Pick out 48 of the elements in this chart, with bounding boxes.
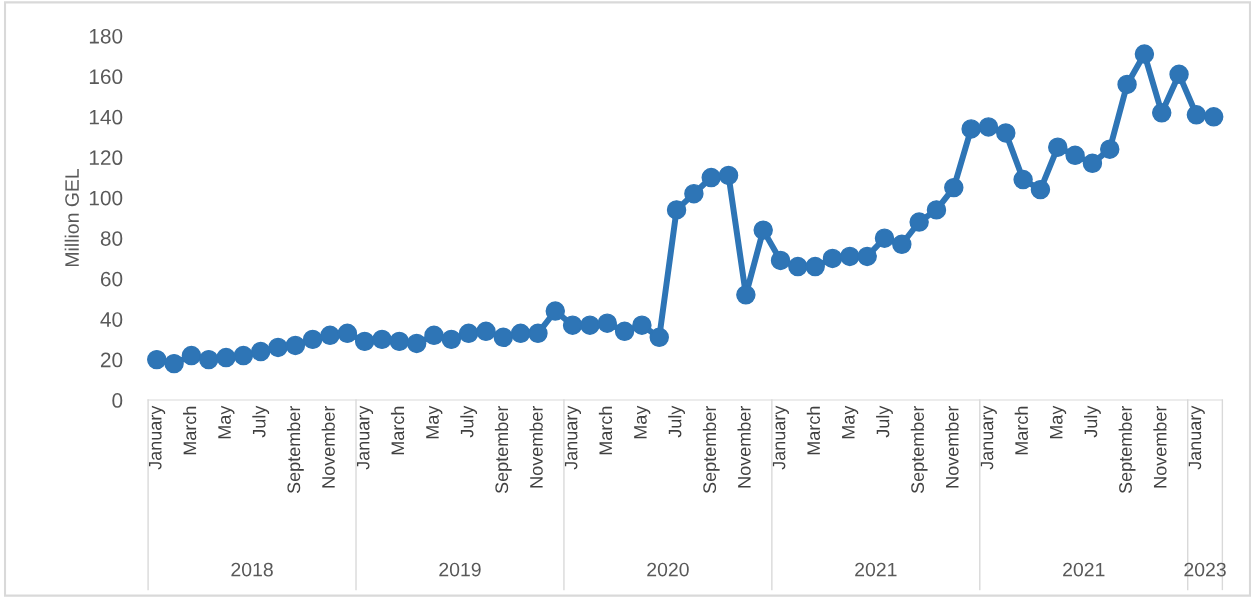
x-tick-label: May (218, 405, 235, 439)
x-tick-label: November (737, 405, 751, 488)
y-tick-label: 40 (100, 312, 123, 327)
x-tick-label: May (842, 405, 859, 439)
x-tick-label: March (806, 406, 821, 455)
x-tick-label: January (980, 405, 997, 470)
x-tick-label: May (634, 405, 651, 439)
x-tick-label: November (529, 405, 543, 488)
y-tick-label: 160 (89, 69, 123, 85)
y-axis-title: Million GEL (64, 168, 79, 267)
x-tick-label: July (252, 405, 270, 438)
x-tick-label: May (426, 405, 443, 439)
x-tick-label: November (945, 405, 959, 488)
x-tick-label: July (668, 405, 685, 438)
y-tick-label: 140 (89, 109, 123, 125)
x-tick-label: January (564, 405, 582, 470)
y-tick-label: 120 (89, 150, 123, 166)
x-tick-label: September (494, 405, 512, 494)
text: 2018 (231, 562, 273, 577)
y-tick-label: 60 (100, 271, 123, 287)
x-tick-label: September (702, 405, 720, 494)
x-tick-label: March (1014, 406, 1028, 455)
text: 2020 (647, 562, 689, 577)
x-tick-label: November (1153, 405, 1167, 488)
text: 2023 (1184, 562, 1226, 577)
y-tick-label: 80 (100, 231, 123, 246)
x-tick-label: September (1118, 405, 1136, 494)
x-tick-label: November (321, 405, 335, 488)
x-tick-label: January (356, 405, 374, 470)
y-tick-label: 100 (89, 190, 123, 206)
x-tick-label: July (1084, 405, 1101, 438)
text: 2021 (855, 562, 897, 577)
text: 2019 (439, 562, 481, 577)
x-tick-label: May (1050, 405, 1067, 439)
x-tick-label: July (876, 405, 893, 438)
text: 2021 (1063, 562, 1105, 577)
x-tick-label: September (910, 405, 928, 494)
x-tick-label: March (182, 406, 197, 455)
y-tick-label: 20 (100, 352, 123, 368)
x-tick-label: March (598, 406, 613, 455)
x-tick-label: January (1188, 405, 1205, 470)
x-tick-label: January (149, 405, 166, 470)
x-tick-label: September (286, 405, 304, 494)
x-tick-label: July (460, 405, 478, 438)
y-tick-label: 180 (89, 28, 123, 44)
y-tick-label: 0 (112, 393, 123, 408)
x-tick-label: January (772, 405, 789, 470)
x-tick-label: March (390, 406, 405, 455)
